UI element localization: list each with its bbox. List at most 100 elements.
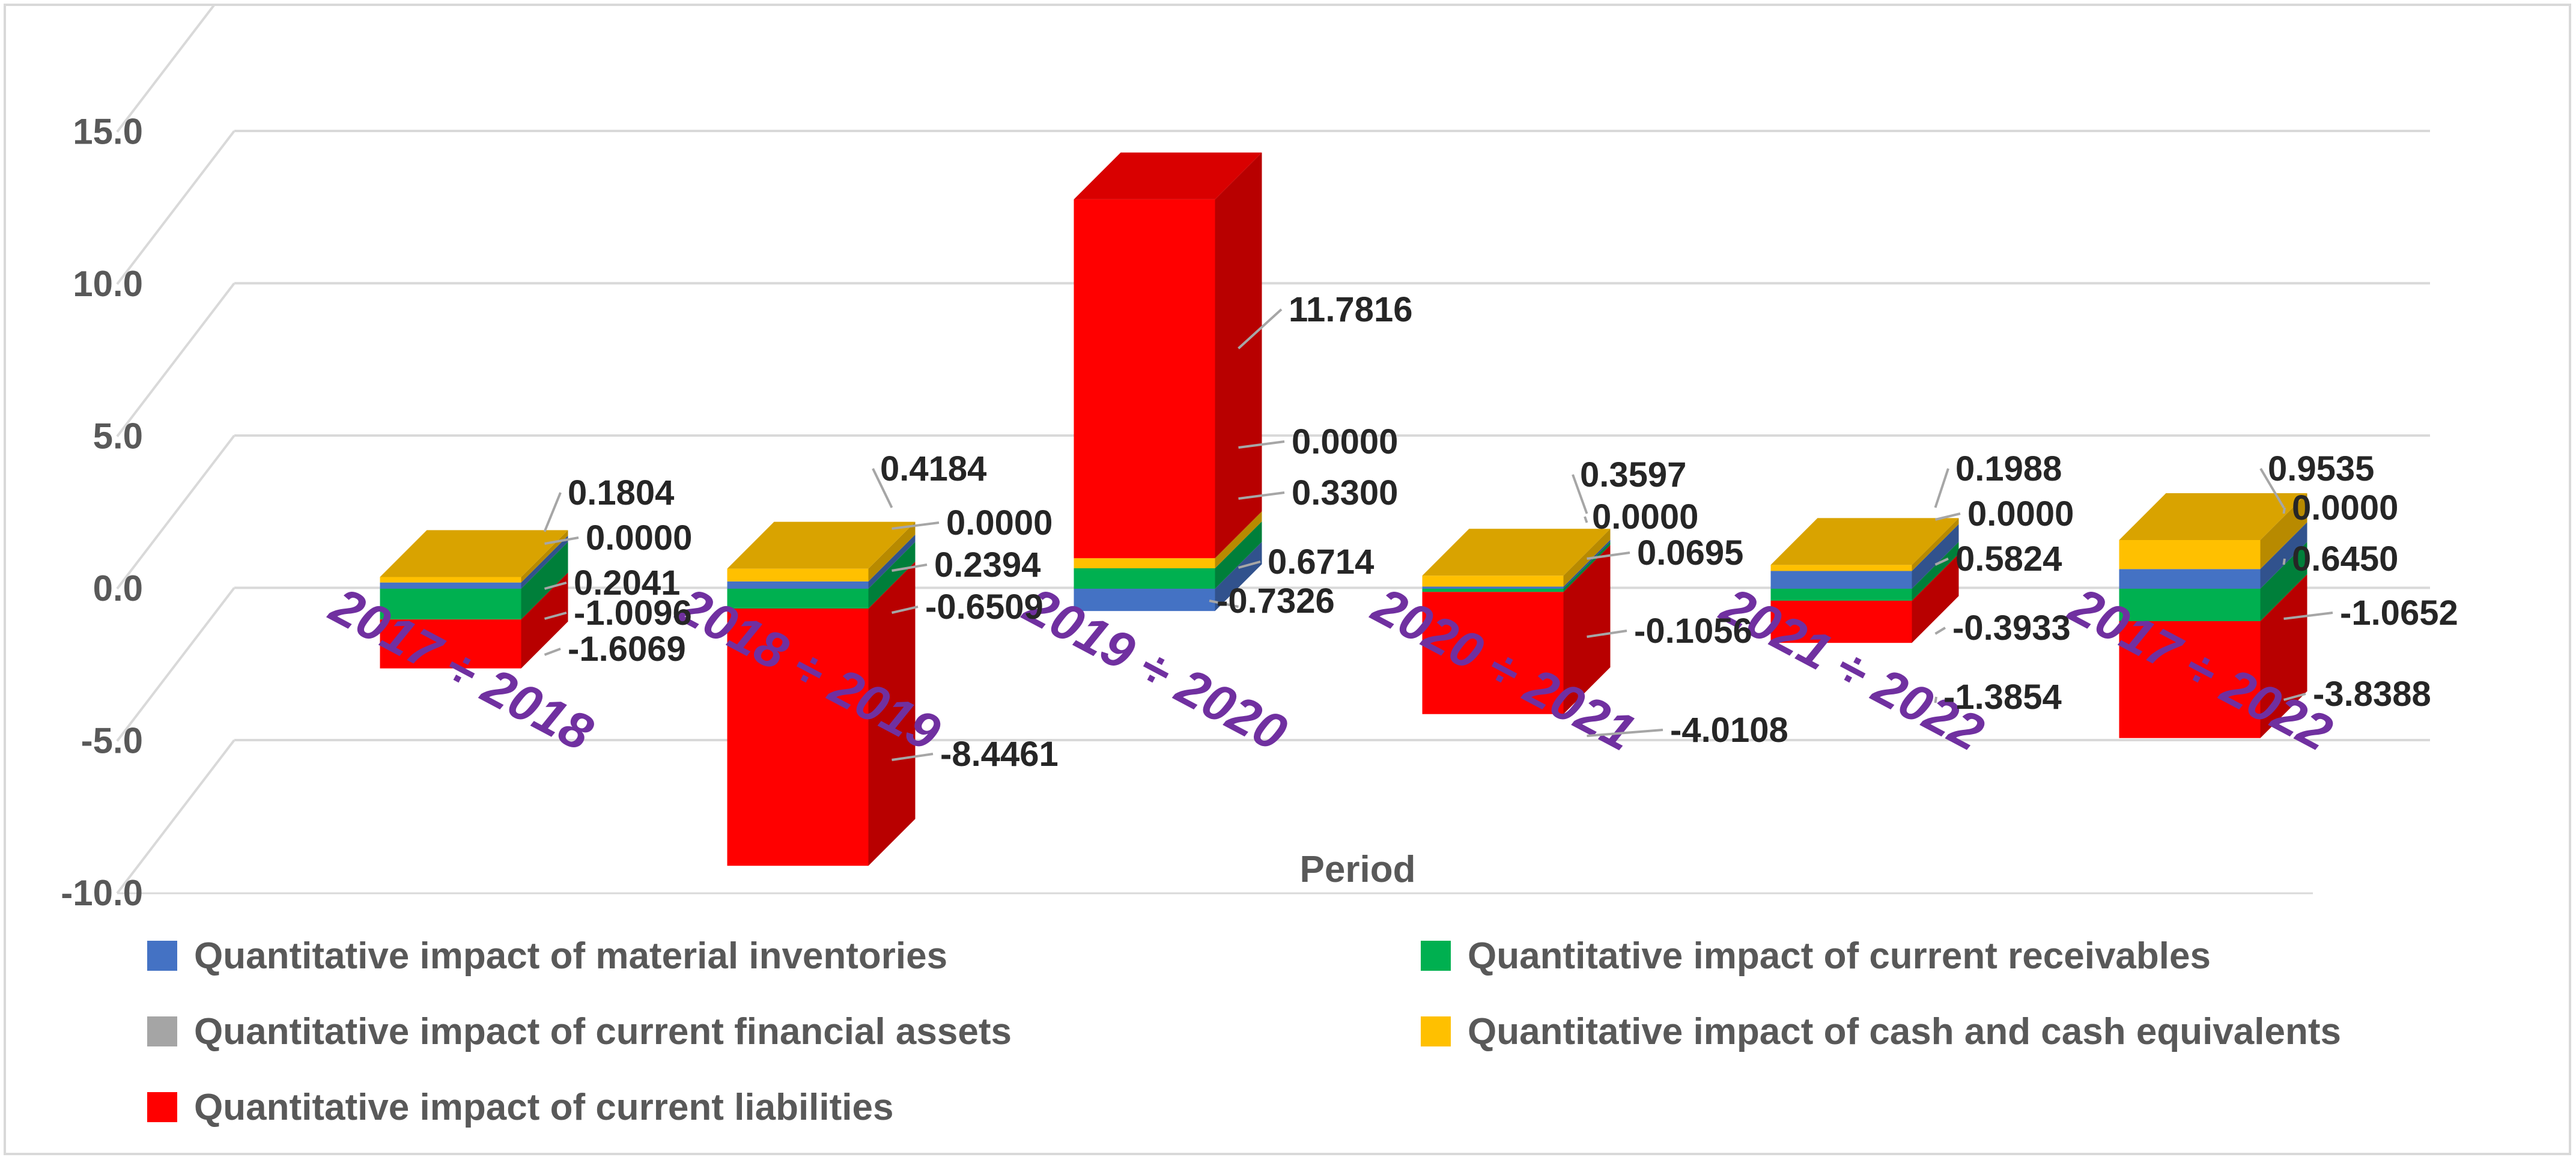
bar-segment-side <box>1912 518 1959 571</box>
bar-segment-side <box>868 534 916 589</box>
bar-segment-front <box>727 568 869 582</box>
data-label: -0.6509 <box>925 588 1043 627</box>
legend-label: Quantitative impact of current receivabl… <box>1468 935 2211 977</box>
gridline-diagonal <box>116 434 235 590</box>
leader-line <box>1934 696 1937 703</box>
bar-segment-front <box>1074 568 1215 589</box>
data-label: 0.3300 <box>1292 473 1398 512</box>
bar-segment-front <box>727 609 869 866</box>
bar-stack <box>1074 152 1262 612</box>
bar-segment-side <box>521 572 568 669</box>
data-label: 0.0695 <box>1637 533 1743 572</box>
leader-line <box>1935 512 1961 521</box>
bar-segment-side <box>1215 521 1262 589</box>
leader-line <box>1934 557 1949 566</box>
bar-top-face <box>380 530 568 577</box>
bar-top-face <box>1422 529 1611 576</box>
leader-line <box>1238 491 1285 500</box>
bar-top-face <box>2119 493 2307 540</box>
legend-label: Quantitative impact of current liabiliti… <box>194 1086 894 1128</box>
bar-segment-side <box>1912 524 1959 589</box>
legend-label: Quantitative impact of material inventor… <box>194 935 948 977</box>
legend-swatch-red <box>147 1092 177 1122</box>
data-label: -3.8388 <box>2313 675 2431 714</box>
bar-stack <box>1770 518 1959 643</box>
bar-segment-side <box>1563 545 1611 714</box>
data-label: 0.5824 <box>1955 539 2062 578</box>
leader-line <box>892 521 940 530</box>
bar-stack <box>2119 493 2307 738</box>
bar-segment-front <box>1770 565 1912 571</box>
leader-line <box>544 582 567 590</box>
leader-line <box>2282 507 2286 514</box>
y-axis-ticks: 15.0 10.0 5.0 0.0 -5.0 -10.0 <box>61 112 143 914</box>
data-label: 0.4184 <box>880 449 986 488</box>
bar-segment-side <box>521 542 568 620</box>
leader-line <box>892 606 919 614</box>
data-label: 0.0000 <box>2292 488 2398 527</box>
bar-segment-side <box>2260 522 2307 589</box>
y-tick-label: -5.0 <box>81 721 143 761</box>
y-tick-label: 15.0 <box>73 112 143 152</box>
leader-line <box>544 536 579 545</box>
bar-segment-front <box>380 582 521 589</box>
leader-line <box>2282 558 2286 565</box>
data-label: -4.0108 <box>1670 711 1788 750</box>
bar-segment-side <box>1215 542 1262 612</box>
data-label: 0.0000 <box>1292 422 1398 461</box>
bar-segment-side <box>868 562 916 866</box>
bar-segment-front <box>1422 592 1564 714</box>
bar-segment-front <box>1770 571 1912 589</box>
data-label: 0.0000 <box>946 503 1053 542</box>
legend-swatch-yellow <box>1421 1016 1451 1046</box>
leader-line <box>1209 600 1239 608</box>
gridline-diagonal <box>116 587 235 742</box>
bar-segment-side <box>1563 539 1611 589</box>
leader-line <box>892 753 934 761</box>
bar-stack <box>727 521 916 866</box>
data-label: -1.6069 <box>568 630 686 669</box>
data-label: 0.0000 <box>586 518 692 557</box>
data-label: 0.2394 <box>934 545 1040 585</box>
bar-top-face <box>1074 152 1262 199</box>
y-tick-label: -10.0 <box>61 873 143 913</box>
gridlines <box>116 6 2430 894</box>
bar-segment-side <box>2260 493 2307 569</box>
legend-swatch-green <box>1421 941 1451 971</box>
bar-top-face <box>727 521 916 569</box>
legend-item-current-liabilities: Quantitative impact of current liabiliti… <box>147 1083 1421 1132</box>
x-axis-title: Period <box>1300 849 1416 890</box>
chart-frame: 15.0 10.0 5.0 0.0 -5.0 -10.0 Period 2017 ÷ 2018… <box>4 4 2571 1155</box>
leader-line <box>544 648 561 656</box>
bar-segment-front <box>1422 589 1564 592</box>
bar-segment-side <box>1563 542 1611 592</box>
bar-stack <box>380 530 568 669</box>
bar-segment-front <box>1422 586 1564 589</box>
data-label: -1.3854 <box>1943 678 2062 717</box>
bar-segment-front <box>1770 600 1912 643</box>
legend-swatch-gray <box>147 1016 177 1046</box>
data-label: 0.0000 <box>1967 494 2074 533</box>
leader-line <box>892 563 928 572</box>
data-label: 0.2041 <box>574 563 680 603</box>
legend-item-material-inventories: Quantitative impact of material inventor… <box>147 931 1421 980</box>
leader-line <box>1587 729 1663 737</box>
gridline-diagonal <box>116 6 215 133</box>
data-label: 0.0000 <box>1592 497 1698 536</box>
y-tick-label: 0.0 <box>93 568 143 609</box>
leader-line <box>1238 440 1285 449</box>
leader-line <box>1572 474 1588 514</box>
bar-segment-side <box>2260 542 2307 622</box>
leader-line <box>1587 551 1630 560</box>
legend-swatch-blue <box>147 941 177 971</box>
legend-item-current-financial-assets: Quantitative impact of current financial… <box>147 1007 1421 1056</box>
bar-segment-side <box>1215 152 1262 559</box>
leader-line <box>2283 693 2306 701</box>
data-label: -1.0652 <box>2340 594 2458 633</box>
legend-label: Quantitative impact of current financial… <box>194 1010 1012 1052</box>
data-label: -0.3933 <box>1952 609 2071 648</box>
bar-top-face <box>1770 518 1959 565</box>
legend: Quantitative impact of material inventor… <box>147 931 2520 1132</box>
data-label: 0.1988 <box>1955 449 2062 488</box>
bar-segment-front <box>2119 539 2261 569</box>
